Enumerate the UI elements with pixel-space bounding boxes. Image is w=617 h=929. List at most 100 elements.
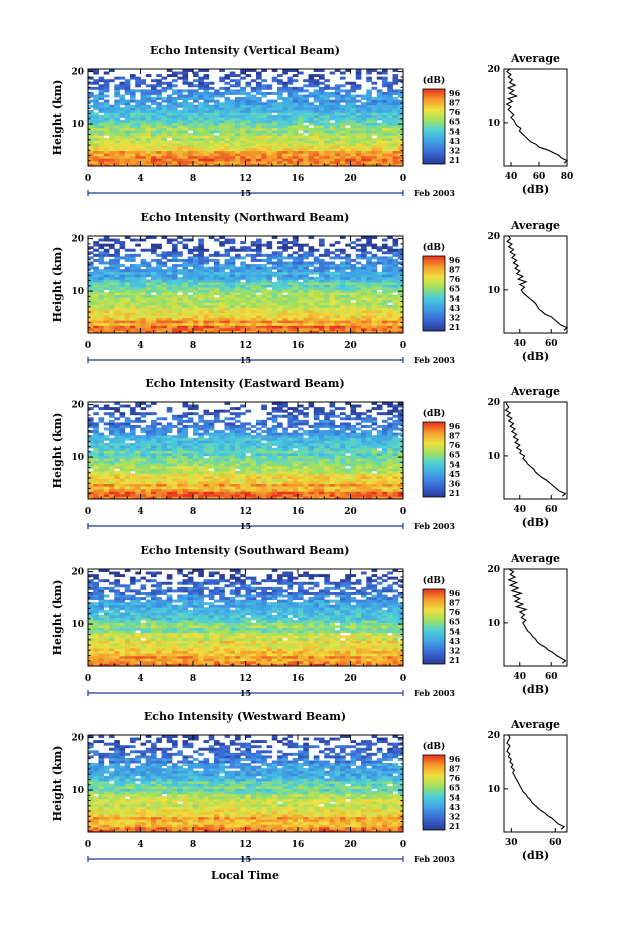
heatmap-cell xyxy=(329,299,336,303)
heatmap-cell xyxy=(319,86,325,90)
heatmap-cell xyxy=(350,148,357,152)
heatmap-cell xyxy=(277,86,283,90)
heatmap-cell xyxy=(397,302,404,306)
heatmap-cell xyxy=(324,473,330,477)
heatmap-cell xyxy=(324,160,330,164)
heatmap-cell xyxy=(366,284,372,288)
heatmap-cell xyxy=(224,486,231,490)
heatmap-cell xyxy=(266,458,273,462)
heatmap-cell xyxy=(287,112,294,116)
heatmap-cell xyxy=(229,114,236,118)
heatmap-cell xyxy=(88,322,94,326)
heatmap-cell xyxy=(366,493,372,497)
heatmap-cell xyxy=(345,289,351,293)
heatmap-cell xyxy=(88,486,94,490)
heatmap-cell xyxy=(382,465,388,469)
heatmap-cell xyxy=(224,289,231,293)
heatmap-cell xyxy=(319,322,325,326)
heatmap-cell xyxy=(282,69,288,72)
heatmap-cell xyxy=(382,287,388,290)
heatmap-cell xyxy=(119,322,126,326)
heatmap-cell xyxy=(256,463,262,467)
heatmap-cell xyxy=(282,158,288,162)
heatmap-cell xyxy=(145,122,152,126)
heatmap-cell xyxy=(282,463,288,467)
heatmap-cell xyxy=(130,292,136,296)
heatmap-cell xyxy=(350,465,357,469)
heatmap-cell xyxy=(345,317,351,321)
heatmap-cell xyxy=(208,158,215,162)
heatmap-cell xyxy=(203,274,210,278)
heatmap-cell xyxy=(98,238,105,242)
heatmap-cell xyxy=(350,109,357,113)
heatmap-cell xyxy=(219,94,225,98)
heatmap-cell xyxy=(382,117,388,121)
heatmap-cell xyxy=(324,289,330,293)
heatmap-cell xyxy=(303,470,309,474)
heatmap-cell xyxy=(324,317,330,321)
heatmap-cell xyxy=(355,130,362,134)
heatmap-cell xyxy=(161,163,168,167)
heatmap-cell xyxy=(319,297,325,301)
heatmap-cell xyxy=(109,158,115,162)
heatmap-cell xyxy=(161,312,168,316)
heatmap-cell xyxy=(119,256,126,260)
heatmap-cell xyxy=(266,468,273,472)
heatmap-cell xyxy=(109,310,115,313)
heatmap-cell xyxy=(198,153,204,157)
heatmap-cell xyxy=(261,496,267,500)
heatmap-cell xyxy=(361,135,367,139)
heatmap-cell xyxy=(172,238,178,242)
heatmap-cell xyxy=(151,315,157,319)
heatmap-cell xyxy=(166,86,173,90)
heatmap-cell xyxy=(235,125,241,129)
heatmap-cell xyxy=(198,478,204,482)
heatmap-cell xyxy=(371,284,378,288)
heatmap-cell xyxy=(271,79,278,83)
heatmap-cell xyxy=(350,463,357,467)
heatmap-cell xyxy=(376,279,383,283)
heatmap-cell xyxy=(208,122,215,126)
heatmap-cell xyxy=(219,253,225,257)
heatmap-cell xyxy=(219,478,225,482)
heatmap-cell xyxy=(156,297,162,301)
heatmap-cell xyxy=(350,281,357,285)
heatmap-cell xyxy=(203,307,210,311)
heatmap-cell xyxy=(198,266,204,270)
heatmap-cell xyxy=(245,287,252,290)
heatmap-cell xyxy=(156,320,162,324)
heatmap-cell xyxy=(151,274,157,278)
heatmap-cell xyxy=(219,315,225,319)
heatmap-cell xyxy=(177,112,183,116)
heatmap-cell xyxy=(350,258,357,262)
heatmap-cell xyxy=(366,145,372,149)
heatmap-cell xyxy=(261,299,267,303)
heatmap-cell xyxy=(261,112,267,116)
heatmap-cell xyxy=(193,307,199,311)
heatmap-cell xyxy=(235,109,241,113)
heatmap-cell xyxy=(387,86,393,90)
heatmap-cell xyxy=(266,109,273,113)
heatmap-cell xyxy=(282,307,288,311)
heatmap-cell xyxy=(266,289,273,293)
heatmap-cell xyxy=(187,299,194,303)
heatmap-cell xyxy=(277,258,283,262)
heatmap-cell xyxy=(235,294,241,298)
heatmap-cell xyxy=(177,241,183,245)
heatmap-cell xyxy=(287,483,294,487)
heatmap-cell xyxy=(219,155,225,159)
heatmap-cell xyxy=(103,299,110,303)
heatmap-cell xyxy=(187,107,194,111)
heatmap-cell xyxy=(193,271,199,275)
heatmap-cell xyxy=(229,315,236,319)
heatmap-cell xyxy=(151,325,157,329)
heatmap-cell xyxy=(166,473,173,477)
heatmap-cell xyxy=(266,114,273,118)
heatmap-cell xyxy=(392,261,399,265)
heatmap-cell xyxy=(177,478,183,482)
heatmap-cell xyxy=(308,122,315,126)
heatmap-cell xyxy=(103,302,110,306)
heatmap-cell xyxy=(187,297,194,301)
heatmap-cell xyxy=(224,109,231,113)
heatmap-cell xyxy=(119,97,126,101)
